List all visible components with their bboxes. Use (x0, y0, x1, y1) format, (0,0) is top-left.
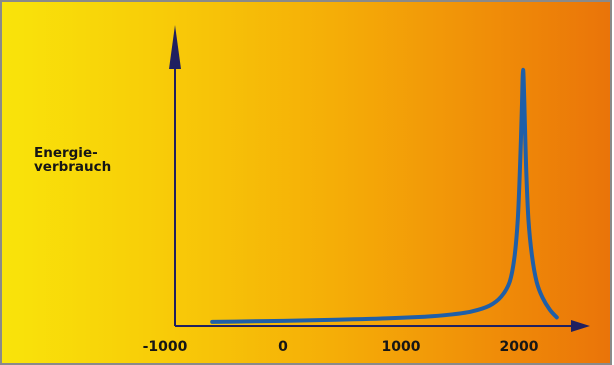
x-tick-label: 1000 (382, 339, 421, 355)
x-tick-label: 2000 (500, 339, 539, 355)
x-tick-labels: -1000 0 1000 2000 (143, 339, 539, 355)
x-tick-label: 0 (278, 339, 288, 355)
x-axis-arrow-icon (571, 320, 590, 332)
y-axis-label-line-1: Energie- (34, 145, 98, 161)
y-axis-label-line-2: verbrauch (34, 159, 112, 175)
x-tick-label: -1000 (143, 339, 188, 355)
series-line (210, 67, 559, 324)
y-axis-arrow-icon (169, 25, 181, 69)
axes (169, 25, 590, 332)
series-group (210, 67, 559, 324)
y-axis-label: Energie- verbrauch (34, 146, 134, 174)
